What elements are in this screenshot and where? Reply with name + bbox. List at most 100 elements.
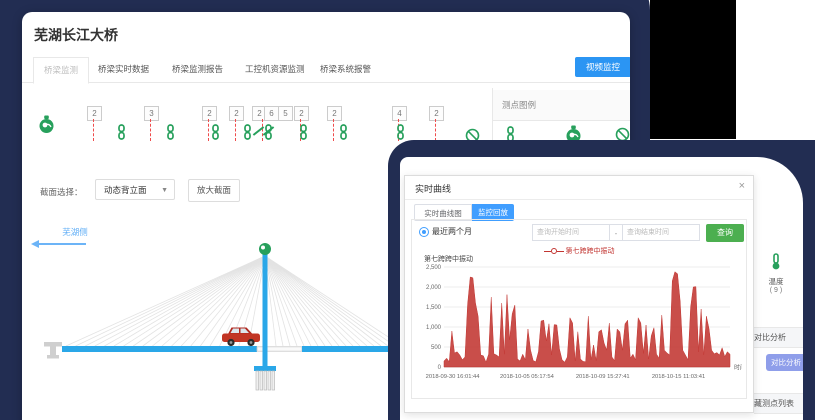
bridge-pile xyxy=(255,370,259,391)
section-select-dropdown[interactable]: 动态背立面 ▼ xyxy=(95,179,175,200)
bridge-cable xyxy=(264,255,333,347)
temperature-block[interactable]: 温度 ( 9 ) xyxy=(756,253,796,294)
bridge-cable xyxy=(180,255,266,347)
sensor-count-badge: 2 xyxy=(294,106,309,121)
sensor-count-badge: 4 xyxy=(392,106,407,121)
compare-analysis-button[interactable]: 对比分析 xyxy=(766,354,803,371)
modal-title: 实时曲线 xyxy=(415,184,452,194)
main-tab-2[interactable]: 桥梁实时数据 xyxy=(98,64,150,74)
bridge-cable xyxy=(161,255,266,347)
tab-monitor-playback[interactable]: 监控回放 xyxy=(472,204,514,221)
compare-section-header: 对比分析 xyxy=(754,327,803,348)
bridge-cable xyxy=(152,255,266,347)
temperature-count: ( 9 ) xyxy=(769,287,783,294)
main-tab-1[interactable]: 桥梁监测 xyxy=(33,57,90,84)
bridge-cable xyxy=(264,255,389,347)
legend-label: 第七跨跨中振动 xyxy=(565,248,615,255)
bridge-cable xyxy=(264,255,382,347)
gauge-icon[interactable] xyxy=(38,115,55,134)
bridge-cable xyxy=(219,255,266,347)
chart-title: 第七跨跨中振动 xyxy=(424,256,473,263)
link-icon[interactable] xyxy=(116,124,127,140)
bridge-cable xyxy=(85,255,266,347)
y-tick-label: 2,500 xyxy=(426,265,442,271)
sensor-dash-line xyxy=(435,119,436,141)
x-tick-label: 2018-10-05 05:17:54 xyxy=(500,374,555,380)
section-select-label: 截面选择： xyxy=(40,187,83,197)
sensor-count-badge: 2 xyxy=(229,106,244,121)
enlarge-section-button[interactable]: 放大截面 xyxy=(188,179,240,202)
x-tick-label: 2018-09-30 16:01:44 xyxy=(426,374,481,380)
link-icon[interactable] xyxy=(165,124,176,140)
video-monitor-button[interactable]: 视频监控 xyxy=(575,57,630,77)
chart-legend[interactable]: 第七跨跨中振动 xyxy=(412,246,746,256)
section-select-value: 动态背立面 xyxy=(104,185,147,195)
page-title: 芜湖长江大桥 xyxy=(34,27,118,43)
link-icon[interactable] xyxy=(242,124,253,140)
y-tick-label: 0 xyxy=(438,365,442,371)
link-icon[interactable] xyxy=(395,124,406,140)
main-tab-3[interactable]: 桥梁监测报告 xyxy=(172,64,224,74)
x-tick-label: 2018-10-09 15:27:41 xyxy=(576,374,630,380)
bridge-abutment xyxy=(47,355,59,359)
sensor-dash-line xyxy=(333,119,334,141)
link-icon[interactable] xyxy=(210,124,221,140)
realtime-curve-modal: 实时曲线 × 实时曲线图 监控回放 最近两个月 - 查询 第七跨跨中振动 第七跨… xyxy=(404,175,754,413)
end-time-input[interactable] xyxy=(622,224,700,241)
thermometer-icon xyxy=(772,253,780,270)
bridge-deck[interactable] xyxy=(62,346,257,352)
link-icon[interactable] xyxy=(298,124,309,140)
bridge-tower[interactable] xyxy=(262,252,268,368)
sensor-count-badge: 5 xyxy=(278,106,293,121)
sensor-count-badge: 3 xyxy=(144,106,159,121)
bridge-cable xyxy=(264,255,326,347)
chart-container: 最近两个月 - 查询 第七跨跨中振动 第七跨跨中振动 0 500 1,000 1,50… xyxy=(411,219,747,399)
bridge-cable xyxy=(264,255,347,347)
bridge-cable xyxy=(171,255,266,347)
sensor-count-badge: 2 xyxy=(202,106,217,121)
sensor-dash-line xyxy=(93,119,94,141)
bridge-cable xyxy=(264,255,361,347)
bridge-pile xyxy=(267,370,271,391)
sensor-dash-line xyxy=(262,119,263,141)
bridge-cable xyxy=(104,255,266,347)
close-icon[interactable]: × xyxy=(738,180,745,192)
bridge-cable xyxy=(248,255,266,347)
bridge-deck[interactable] xyxy=(302,346,408,352)
query-button[interactable]: 查询 xyxy=(706,224,744,242)
bridge-cable xyxy=(209,255,266,347)
tab-realtime-curve[interactable]: 实时曲线图 xyxy=(414,204,472,221)
gauge-icon[interactable] xyxy=(565,125,582,144)
bridge-cable xyxy=(190,255,266,347)
y-tick-label: 1,500 xyxy=(426,305,442,311)
bridge-cable xyxy=(264,255,305,347)
bridge-cable xyxy=(94,255,266,347)
bridge-diagram xyxy=(44,243,408,391)
link-icon[interactable] xyxy=(263,124,274,140)
chevron-down-icon: ▼ xyxy=(161,187,168,194)
bridge-pile xyxy=(271,370,275,391)
y-tick-label: 2,000 xyxy=(426,285,442,291)
legend-marker-icon xyxy=(556,250,564,252)
bridge-cable xyxy=(264,255,368,347)
main-tab-4[interactable]: 工控机资源监测 xyxy=(245,64,305,74)
sensor-count-badge: 2 xyxy=(429,106,444,121)
modal-header: 实时曲线 × xyxy=(405,176,753,200)
bridge-cable xyxy=(264,255,354,347)
bridge-cable xyxy=(264,255,291,347)
bridge-cable xyxy=(264,255,298,347)
tower-sensor-icon[interactable] xyxy=(259,243,271,255)
start-time-input[interactable] xyxy=(532,224,610,241)
main-tab-5[interactable]: 桥梁系统报警 xyxy=(320,64,372,74)
y-tick-label: 500 xyxy=(431,345,442,351)
bridge-cable xyxy=(123,255,266,347)
main-tabbar: 桥梁监测 桥梁实时数据 桥梁监测报告 工控机资源监测 桥梁系统报警 xyxy=(22,57,630,84)
link-icon[interactable] xyxy=(338,124,349,140)
bridge-pile xyxy=(259,370,263,391)
x-tick-label: 2018-10-15 11:03:41 xyxy=(652,374,705,380)
temperature-label: 温度 xyxy=(768,277,784,286)
bridge-pile-cap xyxy=(254,366,276,371)
radio-last-two-months[interactable] xyxy=(419,227,429,237)
overlay-window: 温度 ( 9 ) 对比分析 对比分析 藏测点列表 实时曲线 × 实时曲线图 监控… xyxy=(400,157,803,420)
